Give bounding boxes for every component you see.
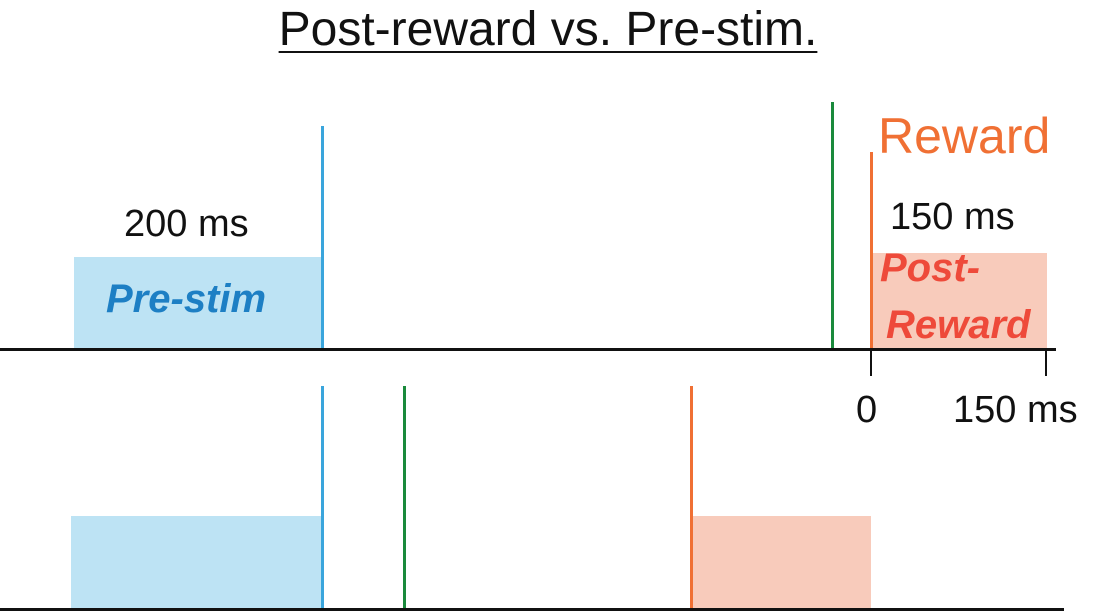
top-timeline-axis (0, 348, 1056, 351)
pre-stim-label: Pre-stim (106, 277, 267, 321)
reward-line (870, 152, 873, 350)
post-reward-window-bottom (693, 516, 871, 610)
green-event-line (831, 102, 834, 350)
tick-zero-mark (870, 350, 872, 376)
stimulus-line-bottom (321, 386, 324, 610)
reward-label: Reward (878, 108, 1051, 164)
post-reward-label-line2: Reward (886, 303, 1031, 347)
stimulus-line (321, 126, 324, 350)
tick-end-mark (1045, 350, 1047, 376)
pre-stim-duration-label: 200 ms (124, 203, 249, 245)
tick-zero-label: 0 (856, 389, 878, 431)
pre-stim-window-bottom (71, 516, 321, 610)
green-event-line-bottom (403, 386, 406, 610)
page-title: Post-reward vs. Pre-stim. (278, 3, 818, 56)
post-reward-duration-label: 150 ms (890, 196, 1015, 238)
pre-stim-window (74, 257, 323, 350)
post-reward-label-line1: Post- (880, 246, 980, 290)
post-reward-window (872, 253, 1047, 350)
reward-line-bottom (690, 386, 693, 610)
bottom-timeline-axis (0, 608, 1064, 611)
tick-end-label: 150 ms (953, 389, 1078, 431)
